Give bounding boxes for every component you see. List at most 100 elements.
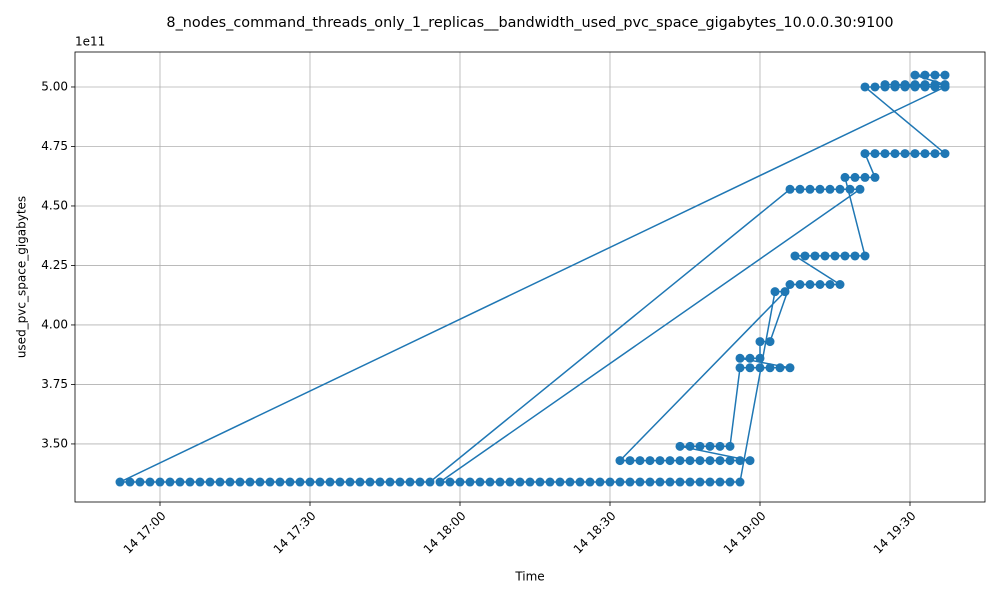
data-point [870,172,880,182]
data-point [735,363,745,373]
data-point [755,337,765,347]
y-offset-label: 1e11 [75,35,105,49]
data-point [515,477,525,487]
data-point [385,477,395,487]
data-point [635,456,645,466]
data-point [930,149,940,159]
x-axis-label: Time [514,570,544,584]
data-point [165,477,175,487]
data-point [185,477,195,487]
data-point [625,477,635,487]
data-point [775,363,785,373]
data-point [695,441,705,451]
data-point [315,477,325,487]
data-point [860,172,870,182]
data-point [665,456,675,466]
data-point [825,184,835,194]
data-point [205,477,215,487]
data-point [425,477,435,487]
data-point [940,80,950,90]
data-point [830,251,840,261]
data-point [715,441,725,451]
data-point [465,477,475,487]
data-point [455,477,465,487]
data-point [735,353,745,363]
y-tick-label: 3.50 [41,436,68,450]
data-point [850,251,860,261]
data-point [555,477,565,487]
data-point [795,184,805,194]
y-tick-label: 3.75 [41,377,68,391]
data-point [435,477,445,487]
data-point [365,477,375,487]
data-point [645,477,655,487]
data-point [145,477,155,487]
data-point [685,441,695,451]
data-point [695,477,705,487]
data-point [755,363,765,373]
data-point [910,80,920,90]
data-point [835,279,845,289]
data-point [815,184,825,194]
data-point [525,477,535,487]
data-point [655,477,665,487]
data-point [305,477,315,487]
data-point [715,456,725,466]
data-point [595,477,605,487]
data-point [405,477,415,487]
data-point [920,149,930,159]
data-point [675,477,685,487]
data-point [685,456,695,466]
chart-title: 8_nodes_command_threads_only_1_replicas_… [166,15,893,31]
data-point [565,477,575,487]
data-point [745,363,755,373]
data-point [860,149,870,159]
data-point [920,70,930,80]
data-point [375,477,385,487]
data-point [675,456,685,466]
data-point [910,70,920,80]
data-point [845,184,855,194]
data-point [840,172,850,182]
data-point [745,353,755,363]
data-point [870,82,880,92]
data-point [770,287,780,297]
data-point [645,456,655,466]
data-point [795,279,805,289]
data-point [415,477,425,487]
data-point [635,477,645,487]
data-point [215,477,225,487]
data-point [125,477,135,487]
data-point [940,149,950,159]
data-point [755,353,765,363]
data-point [880,149,890,159]
data-point [825,279,835,289]
data-point [835,184,845,194]
data-point [725,441,735,451]
data-point [155,477,165,487]
data-point [725,477,735,487]
data-point [705,477,715,487]
data-point [285,477,295,487]
y-tick-label: 4.75 [41,139,68,153]
data-point [735,477,745,487]
data-point [135,477,145,487]
data-point [910,149,920,159]
data-point [195,477,205,487]
data-point [445,477,455,487]
data-point [850,172,860,182]
data-point [615,477,625,487]
data-point [820,251,830,261]
data-point [900,149,910,159]
data-point [870,149,880,159]
data-point [785,279,795,289]
data-point [265,477,275,487]
data-point [685,477,695,487]
data-point [615,456,625,466]
data-point [505,477,515,487]
data-point [575,477,585,487]
data-point [255,477,265,487]
data-point [880,80,890,90]
